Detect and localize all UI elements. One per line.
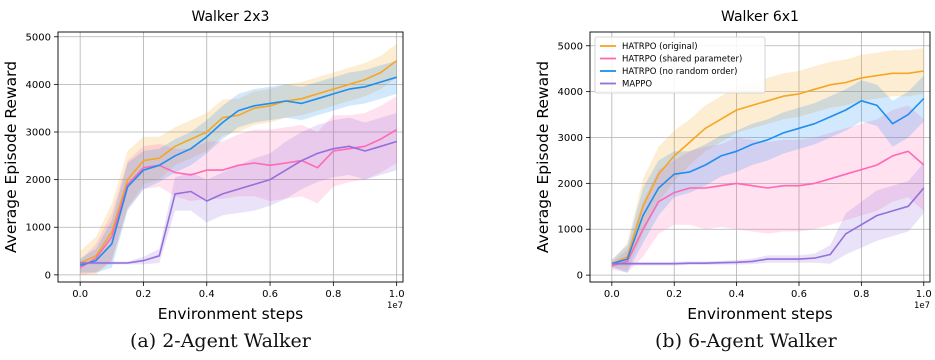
x-tick-label: 0.2 xyxy=(136,289,152,300)
chart-title: Walker 6x1 xyxy=(721,9,799,25)
caption-right: (b) 6-Agent Walker xyxy=(655,330,837,352)
y-tick-label: 0 xyxy=(45,270,51,281)
series-line-2 xyxy=(611,97,925,265)
legend-label-hatrpo-shared-parameter: HATRPO (shared parameter) xyxy=(622,55,742,65)
y-tick-label: 4000 xyxy=(26,80,51,91)
y-tick-label: 2000 xyxy=(26,175,51,186)
plot-frame xyxy=(589,31,931,283)
series-line-0 xyxy=(79,59,398,264)
y-tick-label: 0 xyxy=(577,271,583,282)
legend: HATRPO (original) HATRPO (shared paramete… xyxy=(594,36,766,94)
legend-label-hatrpo-no-random-order: HATRPO (no random order) xyxy=(622,67,737,77)
series-line-3 xyxy=(80,140,397,264)
series-line-3 xyxy=(611,187,925,265)
x-tick-label: 0.4 xyxy=(729,289,745,300)
y-axis-label: Average Episode Reward xyxy=(534,61,552,253)
chart-walker-2x3: 0.0 0.2 0.4 0.6 0.8 1.0 0 1000 2000 3000 4000 5000 1… xyxy=(2,9,405,323)
x-axis-label: Environment steps xyxy=(158,305,304,323)
legend-label-hatrpo-original: HATRPO (original) xyxy=(622,42,698,52)
x-tick-label: 0.4 xyxy=(199,289,215,300)
chart-walker-6x1: 0.0 0.2 0.4 0.6 0.8 1.0 0 1000 2000 3000 4000 5000 1… xyxy=(534,9,932,323)
series-band-1 xyxy=(611,105,924,273)
series-line-2 xyxy=(79,76,397,267)
x-tick-label: 0.6 xyxy=(262,289,278,300)
y-tick-label: 5000 xyxy=(26,32,51,43)
x-tick-label: 0.2 xyxy=(666,289,682,300)
y-tick-label: 1000 xyxy=(558,225,583,236)
figure-canvas: 0.0 0.2 0.4 0.6 0.8 1.0 0 1000 2000 3000 4000 5000 1… xyxy=(2,9,932,323)
series-band-0 xyxy=(611,48,924,271)
x-tick-label: 0.6 xyxy=(791,289,807,300)
series-band-3 xyxy=(611,162,924,266)
y-tick-label: 1000 xyxy=(26,223,51,234)
series-line-1 xyxy=(611,150,925,267)
x-tick-label: 0.0 xyxy=(604,289,620,300)
series-band-2 xyxy=(611,75,924,273)
x-tick-label: 1.0 xyxy=(916,289,932,300)
y-axis-label: Average Episode Reward xyxy=(2,61,20,253)
legend-box xyxy=(594,36,766,94)
x-tick-label: 0.8 xyxy=(325,289,341,300)
series-band-1 xyxy=(80,96,397,275)
x-offset-label: 1e7 xyxy=(387,301,403,311)
plot-frame xyxy=(57,31,404,283)
x-axis-label: Environment steps xyxy=(687,305,833,323)
series-line-1 xyxy=(79,128,398,269)
y-tick-label: 4000 xyxy=(558,87,583,98)
chart-title: Walker 2x3 xyxy=(192,9,270,25)
series-line-0 xyxy=(611,70,924,265)
legend-label-mappo: MAPPO xyxy=(622,80,652,90)
y-tick-label: 3000 xyxy=(558,133,583,144)
y-tick-label: 2000 xyxy=(558,179,583,190)
series-band-0 xyxy=(80,43,397,275)
x-tick-label: 1.0 xyxy=(389,289,405,300)
x-tick-label: 0.0 xyxy=(72,289,88,300)
x-tick-label: 0.8 xyxy=(853,289,869,300)
x-offset-label: 1e7 xyxy=(914,301,930,311)
series-band-2 xyxy=(80,60,397,273)
caption-left: (a) 2-Agent Walker xyxy=(130,330,311,352)
y-tick-label: 3000 xyxy=(26,128,51,139)
y-tick-label: 5000 xyxy=(558,41,583,52)
